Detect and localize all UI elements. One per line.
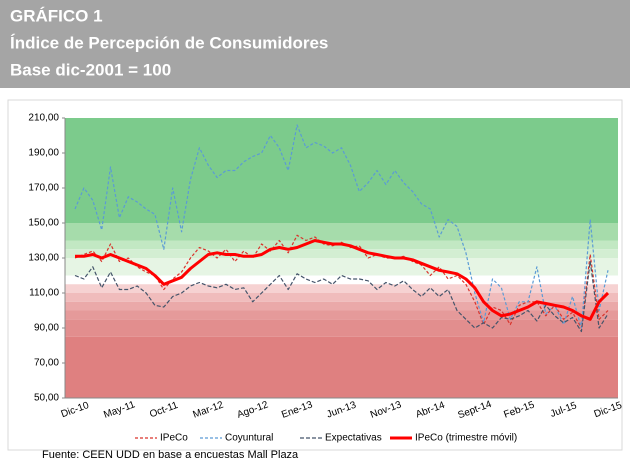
x-tick-label: Ago-12 — [236, 399, 270, 421]
legend-label: IPeCo (trimestre móvil) — [415, 433, 517, 444]
zone-band — [65, 284, 618, 293]
legend-label: Coyuntural — [225, 433, 273, 444]
zone-band — [65, 301, 618, 311]
source: Fuente: CEEN UDD en base a encuestas Mal… — [42, 449, 299, 461]
x-tick-label: Mar-12 — [192, 399, 226, 420]
x-tick-label: May-11 — [102, 399, 137, 421]
x-tick-label: Dic-10 — [60, 400, 91, 420]
zone-band — [65, 319, 618, 337]
series-line — [74, 260, 609, 333]
x-tick-label: Jun-13 — [325, 400, 358, 421]
chart-subtitle: Índice de Percepción de Consumidores — [10, 33, 328, 52]
zone-band — [65, 118, 618, 223]
x-tick-label: Sept-14 — [456, 399, 493, 421]
series-line — [75, 239, 610, 321]
zone-band — [65, 293, 618, 302]
x-tick-label: Oct-11 — [148, 400, 180, 420]
zone-band — [65, 310, 618, 320]
y-tick-label: 90,00 — [34, 323, 59, 334]
series-line — [74, 234, 609, 329]
x-tick-label: Dic-15 — [593, 400, 624, 420]
legend-label: Expectativas — [325, 433, 382, 444]
zone-band — [65, 223, 618, 241]
chart-frame — [7, 99, 623, 451]
chart-note: Base dic-2001 = 100 — [10, 60, 171, 79]
x-tick-label: Feb-15 — [502, 399, 536, 420]
y-tick-label: 210,00 — [28, 113, 59, 124]
y-tick-label: 50,00 — [34, 393, 59, 404]
y-tick-label: 130,00 — [28, 253, 59, 264]
zone-band — [65, 249, 618, 258]
x-tick-label: Ene-13 — [280, 399, 314, 421]
zone-band — [65, 258, 618, 276]
zone-band — [65, 336, 618, 398]
y-tick-label: 170,00 — [28, 183, 59, 194]
y-tick-label: 70,00 — [34, 358, 59, 369]
y-tick-label: 110,00 — [29, 288, 59, 299]
series-line — [74, 124, 609, 329]
chart-title: GRÁFICO 1 — [10, 6, 103, 25]
x-tick-label: Abr-14 — [414, 400, 446, 421]
y-tick-label: 190,00 — [28, 148, 59, 159]
legend-label: IPeCo — [160, 433, 188, 444]
y-tick-label: 150,00 — [28, 218, 59, 229]
x-tick-label: Nov-13 — [369, 399, 403, 421]
x-tick-label: Jul-15 — [549, 400, 579, 420]
header-bg — [0, 0, 630, 88]
